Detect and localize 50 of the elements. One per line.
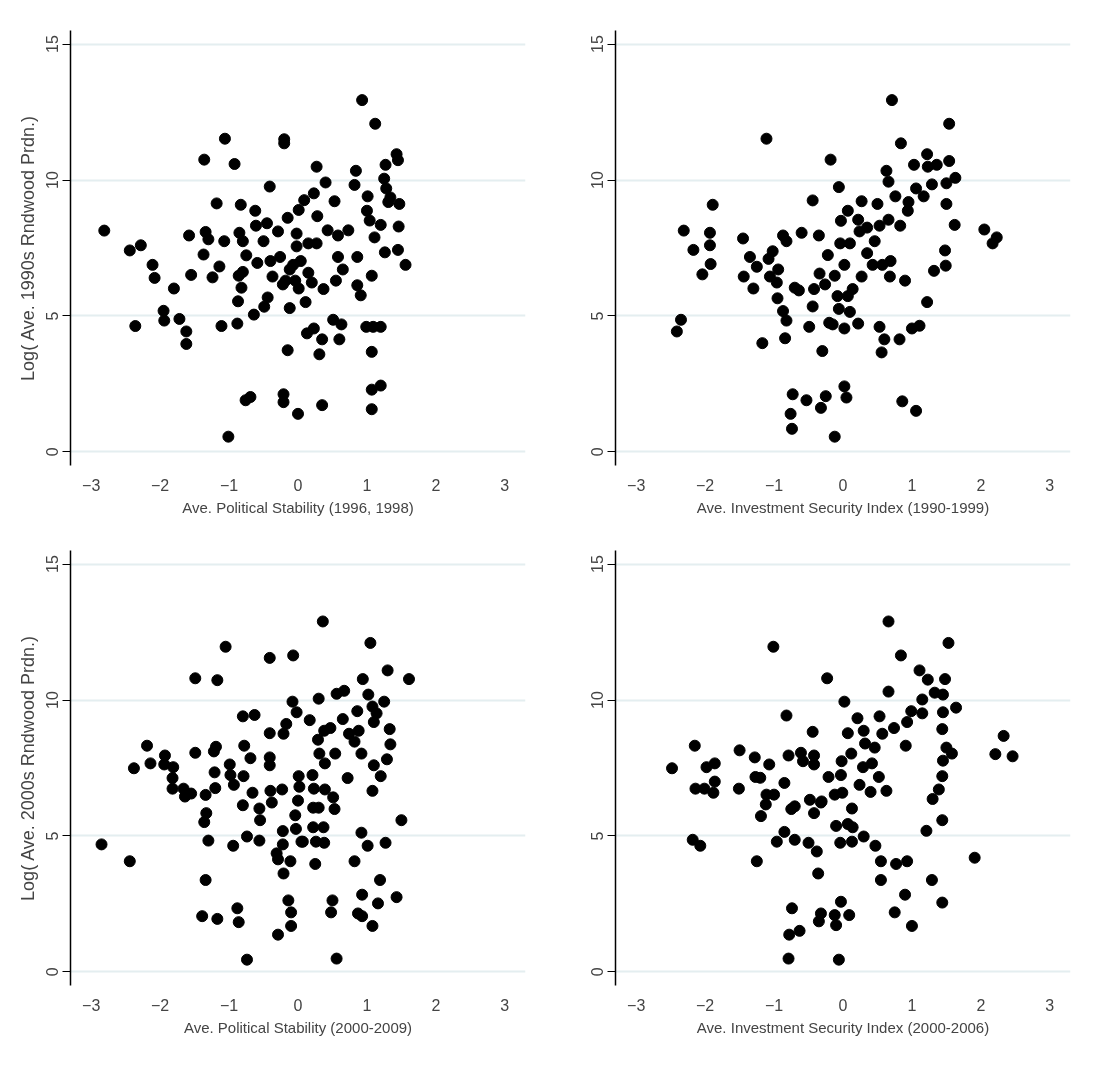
x-tick-label: 0	[838, 476, 848, 494]
x-tick-label: −1	[219, 476, 239, 494]
x-tick-label: 2	[431, 476, 441, 494]
x-tick-label: −2	[696, 476, 715, 494]
x-tick-label: 0	[838, 996, 848, 1014]
x-tick-label: 1	[362, 476, 372, 494]
y-tick-label: 15	[43, 555, 61, 573]
x-axis-title: Ave. Investment Security Index (2000-2006)	[696, 1018, 990, 1036]
y-tick-label: 5	[588, 831, 606, 841]
x-tick-label: −3	[82, 996, 101, 1014]
x-tick-label: −1	[219, 996, 239, 1014]
y-tick-label: 10	[43, 171, 61, 189]
x-tick-label: −1	[764, 476, 784, 494]
y-tick-label: 10	[43, 691, 61, 709]
x-tick-label: 3	[500, 996, 510, 1014]
y-tick-label: 0	[43, 447, 61, 457]
x-tick-label: 3	[1045, 476, 1055, 494]
x-tick-label: 2	[976, 996, 986, 1014]
y-axis-title: Log( Ave. 2000s Rndwood Prdn.)	[17, 636, 38, 901]
x-axis-title: Ave. Political Stability (2000-2009)	[183, 1018, 413, 1036]
x-tick-label: −1	[764, 996, 784, 1014]
x-tick-label: 1	[362, 996, 372, 1014]
x-tick-label: 0	[293, 476, 303, 494]
y-tick-label: 0	[43, 967, 61, 977]
y-tick-label: 10	[588, 691, 606, 709]
y-tick-label: 10	[588, 171, 606, 189]
x-tick-label: −2	[151, 996, 170, 1014]
y-tick-label: 15	[588, 555, 606, 573]
y-tick-label: 15	[588, 35, 606, 53]
y-tick-label: 0	[588, 447, 606, 457]
y-tick-label: 5	[43, 831, 61, 841]
x-tick-label: −2	[151, 476, 170, 494]
x-tick-label: 2	[976, 476, 986, 494]
y-tick-label: 0	[588, 967, 606, 977]
y-tick-label: 5	[588, 311, 606, 321]
y-tick-label: 15	[43, 35, 61, 53]
x-tick-label: −3	[82, 476, 101, 494]
x-tick-label: 0	[293, 996, 303, 1014]
x-axis-title: Ave. Investment Security Index (1990-1999)	[696, 498, 990, 516]
x-tick-label: 3	[1045, 996, 1055, 1014]
x-tick-label: −3	[627, 996, 646, 1014]
x-axis-title: Ave. Political Stability (1996, 1998)	[182, 498, 414, 516]
y-axis-title: Log( Ave. 1990s Rndwood Prdn.)	[17, 116, 38, 381]
x-tick-label: −2	[696, 996, 715, 1014]
x-tick-label: 3	[500, 476, 510, 494]
x-tick-label: 1	[907, 996, 917, 1014]
x-tick-label: −3	[627, 476, 646, 494]
y-tick-label: 5	[43, 311, 61, 321]
x-tick-label: 2	[431, 996, 441, 1014]
x-tick-label: 1	[907, 476, 917, 494]
